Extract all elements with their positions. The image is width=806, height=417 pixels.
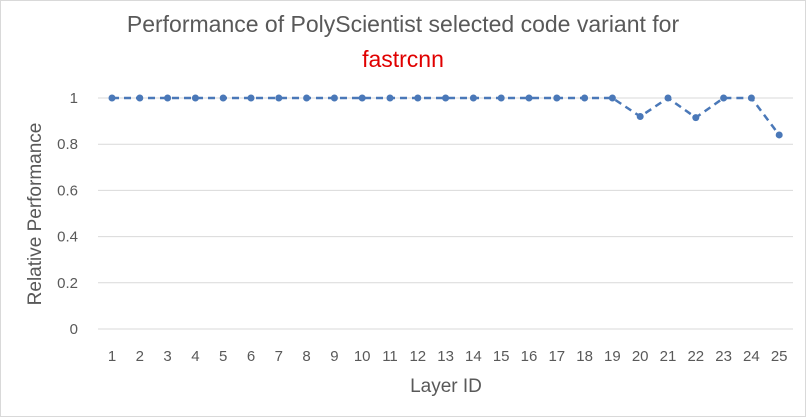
y-tick-label: 0 [70, 321, 78, 338]
x-tick-label: 11 [382, 348, 398, 365]
data-point [692, 114, 700, 122]
data-point [664, 94, 672, 102]
data-point [775, 131, 783, 139]
x-tick-label: 24 [743, 348, 760, 365]
data-point [358, 94, 366, 102]
x-tick-label: 12 [409, 348, 426, 365]
x-tick-label: 9 [330, 348, 338, 365]
data-point [553, 94, 561, 102]
data-point [108, 94, 116, 102]
x-axis-label: Layer ID [410, 376, 482, 397]
data-point [747, 94, 755, 102]
data-point [136, 94, 144, 102]
x-tick-label: 8 [302, 348, 310, 365]
y-tick-label: 0.4 [57, 229, 78, 246]
x-tick-label: 17 [548, 348, 565, 365]
data-point [608, 94, 616, 102]
x-tick-label: 13 [437, 348, 454, 365]
data-point [636, 112, 644, 120]
y-tick-label: 0.6 [57, 182, 78, 199]
x-tick-label: 6 [247, 348, 255, 365]
data-point [469, 94, 477, 102]
data-point [525, 94, 533, 102]
x-tick-label: 2 [136, 348, 144, 365]
x-tick-label: 18 [576, 348, 593, 365]
data-point [303, 94, 311, 102]
series-layer [108, 94, 783, 139]
data-point [191, 94, 199, 102]
y-axis-label: Relative Performance [25, 123, 46, 306]
x-tick-label: 19 [604, 348, 621, 365]
series-line [112, 96, 781, 136]
y-axis-ticks: 0 0.2 0.4 0.6 0.8 1 [57, 90, 78, 338]
x-tick-label: 3 [163, 348, 171, 365]
y-tick-label: 0.2 [57, 275, 78, 292]
data-point [720, 94, 728, 102]
data-point [581, 94, 589, 102]
gridlines [98, 97, 793, 330]
x-tick-label: 16 [521, 348, 538, 365]
x-axis-ticks: 1 2 3 4 5 6 7 8 9 10 11 12 13 14 15 16 17 18 19 20 21 22 23 24 2… [108, 348, 788, 365]
x-tick-label: 7 [275, 348, 283, 365]
x-tick-label: 4 [191, 348, 199, 365]
data-point [442, 94, 450, 102]
data-point [386, 94, 394, 102]
x-tick-label: 25 [771, 348, 788, 365]
data-point [497, 94, 505, 102]
x-tick-label: 14 [465, 348, 482, 365]
x-tick-label: 23 [715, 348, 732, 365]
x-tick-label: 15 [493, 348, 510, 365]
x-tick-label: 10 [354, 348, 371, 365]
y-tick-label: 1 [70, 90, 78, 107]
x-tick-label: 20 [632, 348, 649, 365]
data-point [330, 94, 338, 102]
data-point [247, 94, 255, 102]
data-point [414, 94, 422, 102]
x-tick-label: 1 [108, 348, 116, 365]
data-point [275, 94, 283, 102]
data-point [164, 94, 172, 102]
x-tick-label: 5 [219, 348, 227, 365]
x-tick-label: 22 [687, 348, 704, 365]
x-tick-label: 21 [660, 348, 677, 365]
data-point [219, 94, 227, 102]
chart-subtitle: fastrcnn [362, 46, 444, 72]
y-tick-label: 0.8 [57, 136, 78, 153]
chart-title: Performance of PolyScientist selected co… [126, 11, 680, 37]
